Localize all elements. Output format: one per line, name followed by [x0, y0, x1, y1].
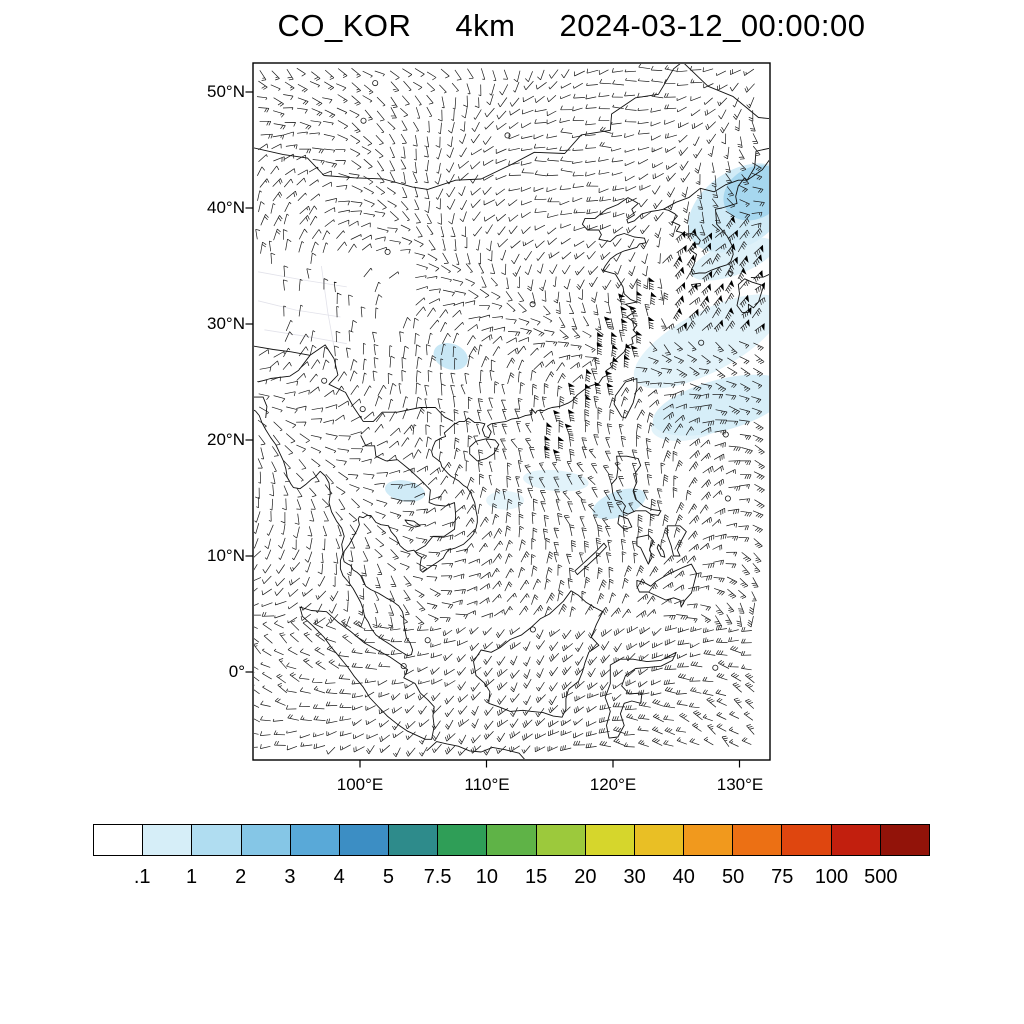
colorbar-cell-12	[683, 824, 734, 856]
colorbar	[93, 824, 930, 856]
lat-label-30n: 30°N	[207, 314, 245, 333]
colorbar-cell-8	[486, 824, 537, 856]
colorbar-cell-16	[879, 824, 930, 856]
plot-title: CO_KOR 4km 2024-03-12_00:00:00	[253, 8, 890, 44]
faint-grid-lines	[258, 265, 347, 348]
coastlines-layer	[254, 64, 769, 759]
colorbar-cell-10	[584, 824, 635, 856]
colorbar-tick-label: 50	[721, 866, 745, 888]
colorbar-tick-label: 500	[864, 866, 898, 888]
title-resolution: 4km	[455, 8, 516, 43]
colorbar-tick-label: 40	[672, 866, 695, 888]
colorbar-cell-5	[338, 824, 390, 856]
title-datetime: 2024-03-12_00:00:00	[559, 8, 866, 43]
colorbar-cell-0	[93, 824, 144, 856]
colorbar-tick-label: 5	[382, 866, 394, 888]
lon-label-120e: 120°E	[589, 775, 637, 794]
colorbar-cell-3	[240, 824, 291, 856]
colorbar-tick-label: 3	[284, 866, 296, 888]
wind-barbs-layer	[254, 64, 766, 758]
colorbar-tick-label: 7.5	[423, 866, 452, 888]
axis-ticks	[245, 91, 741, 768]
colorbar-cell-2	[191, 824, 242, 856]
colorbar-cell-9	[535, 824, 586, 856]
colorbar-cell-13	[732, 824, 783, 856]
lon-label-110e: 110°E	[464, 775, 510, 794]
colorbar-tick-label: 100	[814, 866, 849, 888]
colorbar-cell-7	[437, 824, 488, 856]
calm-wind-circles	[321, 80, 731, 671]
map-layers	[254, 64, 769, 759]
lat-label-20n: 20°N	[207, 430, 245, 449]
lon-label-100e: 100°E	[336, 775, 384, 794]
map-frame	[252, 62, 771, 761]
co-shading-layer	[384, 163, 769, 520]
colorbar-tick-label: .1	[133, 866, 151, 888]
colorbar-cell-11	[633, 824, 685, 856]
colorbar-tick-label: 4	[333, 866, 345, 888]
colorbar-cell-6	[388, 824, 439, 856]
colorbar-tick-label: 2	[235, 866, 247, 888]
colorbar-tick-label: 15	[524, 866, 548, 888]
colorbar-tick-label: 75	[771, 866, 794, 888]
colorbar-tick-label: 1	[185, 866, 198, 888]
lon-label-130e: 130°E	[716, 775, 764, 794]
colorbar-tick-label: 20	[574, 866, 597, 888]
colorbar-tick-label: 30	[623, 866, 646, 888]
colorbar-labels: .1 1 2 3 4 5 7.5 10 15 20 30 40 50 75 100 500	[93, 866, 930, 892]
colorbar-cell-15	[830, 824, 881, 856]
colorbar-tick-label: 10	[475, 866, 499, 888]
colorbar-cell-14	[781, 824, 832, 856]
lat-label-10n: 10°N	[207, 546, 245, 565]
title-variable: CO_KOR	[277, 8, 412, 43]
lat-label-0: 0°	[228, 662, 245, 681]
colorbar-cell-1	[142, 824, 193, 856]
lat-label-50n: 50°N	[207, 82, 245, 101]
colorbar-cell-4	[289, 824, 340, 856]
lat-label-40n: 40°N	[207, 198, 245, 217]
